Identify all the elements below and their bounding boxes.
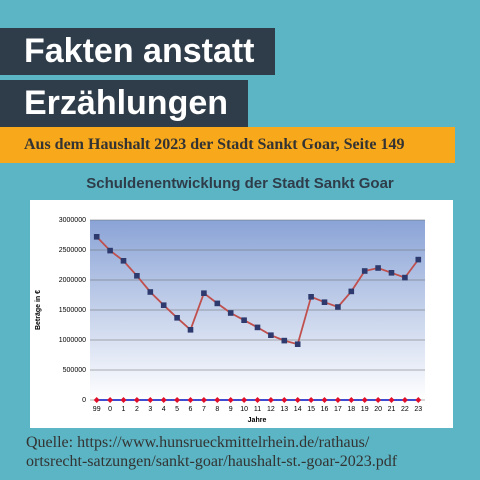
marker — [107, 247, 113, 254]
subtitle: Aus dem Haushalt 2023 der Stadt Sankt Go… — [0, 127, 455, 163]
x-tick-label: 15 — [307, 406, 315, 413]
marker — [93, 397, 100, 403]
marker — [201, 290, 207, 296]
x-tick-label: 21 — [388, 406, 396, 413]
marker — [402, 274, 408, 281]
x-tick-label: 20 — [374, 406, 382, 413]
marker — [174, 315, 180, 321]
marker — [200, 397, 207, 403]
chart-title: Schuldenentwicklung der Stadt Sankt Goar — [86, 175, 394, 192]
x-tick-label: 10 — [240, 406, 248, 413]
marker — [214, 397, 221, 403]
marker — [160, 397, 167, 403]
marker — [268, 332, 274, 338]
x-tick-label: 4 — [162, 406, 166, 413]
marker — [401, 397, 408, 403]
marker — [93, 234, 100, 240]
marker — [321, 299, 328, 305]
x-tick-label: 18 — [347, 406, 355, 413]
marker — [308, 294, 314, 300]
x-tick-label: 9 — [229, 406, 233, 413]
x-tick-label: 7 — [202, 406, 206, 413]
x-tick-label: 5 — [175, 406, 179, 413]
title-line: Fakten anstatt — [0, 28, 275, 75]
title-line: Erzählungen — [0, 80, 249, 127]
marker — [415, 256, 422, 263]
x-tick-label: 8 — [215, 406, 219, 413]
y-tick-label: 2500000 — [59, 247, 86, 254]
x-tick-label: 17 — [334, 406, 342, 413]
x-tick-label: 0 — [108, 406, 112, 413]
y-tick-label: 2000000 — [59, 277, 86, 284]
source-line: Quelle: https://www.hunsrueckmittelrhein… — [26, 434, 370, 451]
x-tick-label: 13 — [280, 406, 288, 413]
marker — [254, 397, 261, 403]
marker — [348, 288, 355, 295]
x-tick-label: 3 — [148, 406, 152, 413]
x-axis-label: Jahre — [248, 417, 267, 424]
marker — [133, 397, 140, 403]
marker — [415, 397, 422, 403]
x-tick-label: 16 — [321, 406, 329, 413]
marker — [107, 397, 114, 403]
y-tick-label: 1500000 — [59, 307, 86, 314]
marker — [120, 258, 127, 264]
x-tick-label: 99 — [93, 406, 101, 413]
source-line: ortsrecht-satzungen/sankt-goar/haushalt-… — [26, 453, 398, 470]
x-tick-label: 2 — [135, 406, 139, 413]
x-tick-label: 12 — [267, 406, 275, 413]
marker — [187, 397, 194, 403]
y-axis-label: Beträge in € — [35, 290, 42, 330]
marker — [254, 324, 261, 331]
marker — [174, 397, 181, 403]
marker — [160, 302, 167, 308]
marker — [375, 265, 381, 271]
source: Quelle: https://www.hunsrueckmittelrhein… — [26, 433, 397, 471]
marker — [308, 397, 315, 403]
marker — [214, 300, 221, 307]
chart: Jahre Beträge in € 0 500000 1000000 1500000… — [30, 200, 453, 428]
x-tick-label: 22 — [401, 406, 409, 413]
marker — [120, 397, 127, 403]
marker — [147, 397, 154, 403]
x-tick-label: 14 — [294, 406, 302, 413]
y-tick-label: 3000000 — [59, 217, 86, 224]
marker — [241, 397, 248, 403]
marker — [241, 317, 247, 323]
marker — [294, 341, 301, 347]
marker — [321, 397, 328, 403]
x-tick-label: 11 — [254, 406, 261, 413]
marker — [227, 397, 234, 403]
marker — [361, 268, 368, 274]
marker — [361, 397, 368, 403]
marker — [388, 270, 395, 276]
marker — [147, 289, 154, 295]
marker — [227, 310, 234, 316]
x-tick-label: 19 — [361, 406, 369, 413]
marker — [334, 397, 341, 403]
y-tick-label: 500000 — [63, 367, 86, 374]
marker — [375, 397, 382, 403]
marker — [187, 327, 194, 333]
y-tick-label: 0 — [82, 397, 86, 404]
marker — [348, 397, 355, 403]
marker — [267, 397, 274, 403]
marker — [294, 397, 301, 403]
x-tick-label: 1 — [122, 406, 126, 413]
marker — [388, 397, 395, 403]
marker — [281, 337, 288, 344]
x-tick-label: 6 — [189, 406, 193, 413]
y-tick-label: 1000000 — [59, 337, 86, 344]
marker — [335, 304, 341, 310]
marker — [281, 397, 288, 403]
marker — [134, 273, 140, 279]
x-tick-label: 23 — [414, 406, 422, 413]
